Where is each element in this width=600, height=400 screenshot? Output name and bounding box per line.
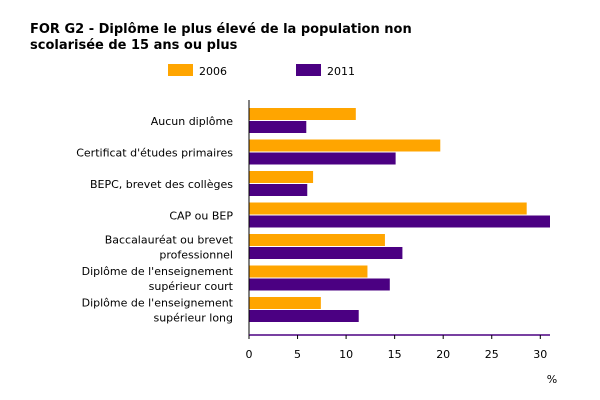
bar-2011-6 [249, 278, 390, 291]
x-tick-label-15: 15 [388, 348, 402, 361]
category-label-6-line-1: Diplôme de l'enseignement [82, 265, 234, 278]
x-tick-label-30: 30 [533, 348, 547, 361]
bar-2011-3 [249, 184, 308, 196]
bar-2006-4 [249, 202, 527, 215]
category-label-6-line-2: supérieur court [149, 280, 234, 293]
bar-2011-7 [249, 310, 359, 322]
category-label-7-line-1: Diplôme de l'enseignement [82, 297, 234, 310]
bar-2006-3 [249, 171, 314, 183]
category-label-1: Aucun diplôme [151, 115, 234, 128]
x-tick-label-10: 10 [339, 348, 353, 361]
category-label-2: Certificat d'études primaires [76, 147, 233, 160]
category-label-4: CAP ou BEP [169, 210, 233, 223]
legend-label-2006: 2006 [199, 65, 227, 78]
x-axis-unit-label: % [547, 373, 557, 386]
bar-2011-5 [249, 247, 403, 259]
bar-2006-7 [249, 297, 321, 309]
chart-title-line-1: FOR G2 - Diplôme le plus élevé de la pop… [30, 22, 412, 37]
bar-2006-5 [249, 234, 385, 246]
legend-swatch-2011 [296, 64, 321, 76]
category-label-5-line-2: professionnel [159, 249, 233, 262]
x-tick-label-5: 5 [294, 348, 301, 361]
legend-swatch-2006 [168, 64, 193, 76]
category-label-7-line-2: supérieur long [153, 312, 233, 325]
bar-2011-4 [249, 215, 550, 228]
x-tick-label-25: 25 [485, 348, 499, 361]
x-tick-label-20: 20 [436, 348, 450, 361]
category-label-5-line-1: Baccalauréat ou brevet [105, 234, 234, 247]
x-tick-label-0: 0 [246, 348, 253, 361]
bar-2006-1 [249, 108, 356, 120]
legend-label-2011: 2011 [327, 65, 355, 78]
bar-2011-1 [249, 121, 307, 133]
chart-title: FOR G2 - Diplôme le plus élevé de la pop… [30, 22, 450, 54]
bar-2011-2 [249, 152, 396, 165]
bar-2006-2 [249, 139, 441, 152]
chart-title-line-2: scolarisée de 15 ans ou plus [30, 38, 238, 53]
category-label-3: BEPC, brevet des collèges [90, 178, 233, 191]
bar-2006-6 [249, 265, 368, 278]
